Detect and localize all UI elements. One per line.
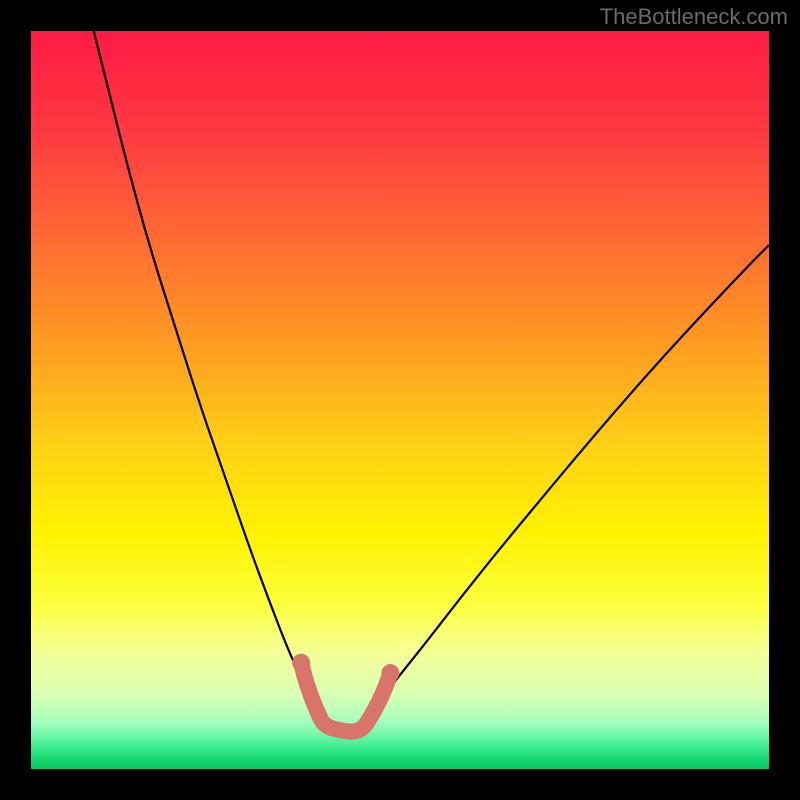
curve-left [94,31,310,695]
bottom-segment-endpoint-left [292,654,310,672]
curve-right [384,245,769,695]
bottom-segment-endpoint-right [381,664,399,682]
watermark-text: TheBottleneck.com [600,4,788,30]
bottom-segment [301,663,390,732]
chart-plot-area [31,31,769,769]
chart-curves-svg [31,31,769,769]
